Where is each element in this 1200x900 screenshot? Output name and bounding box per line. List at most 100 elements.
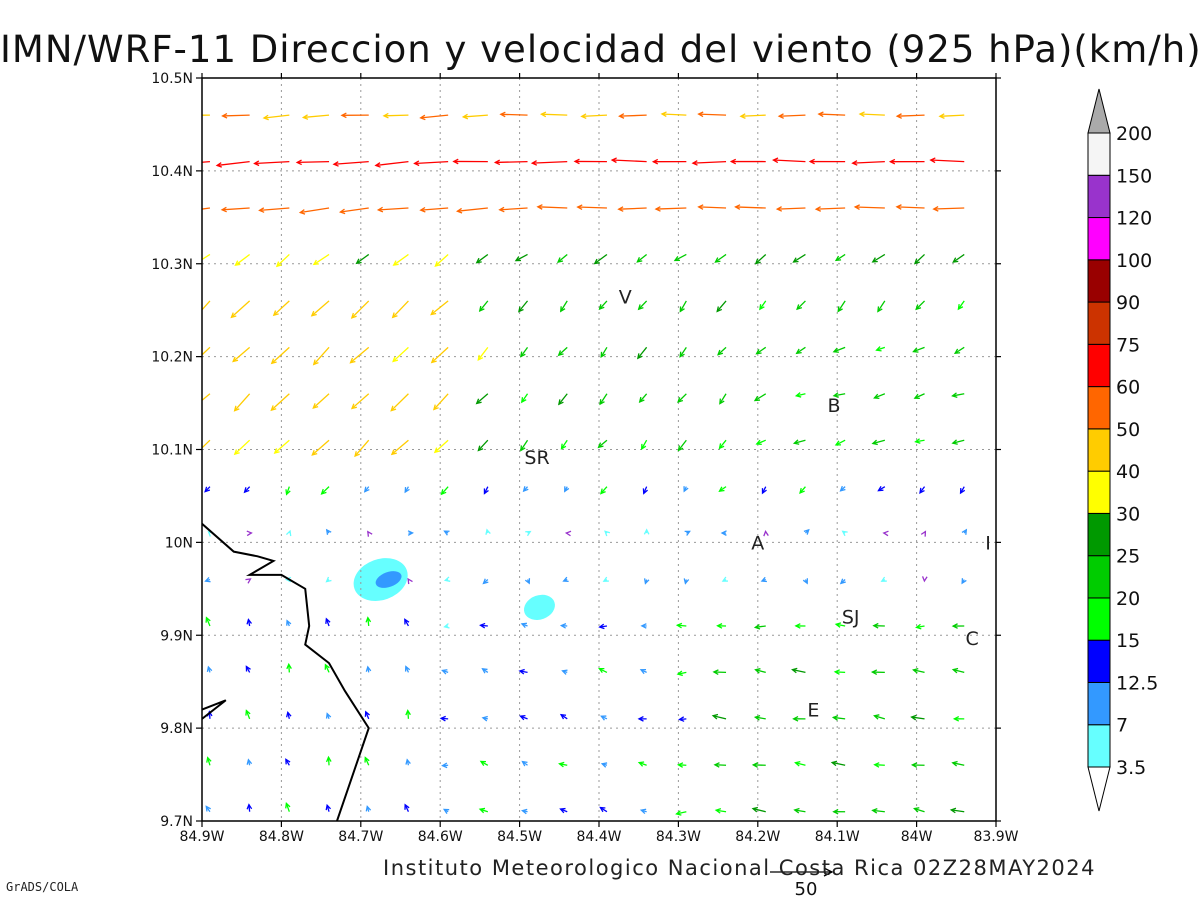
wind-vector-head xyxy=(751,762,759,768)
wind-vector-head xyxy=(714,257,721,263)
wind-vector-head xyxy=(639,668,647,675)
wind-vector xyxy=(392,346,409,362)
x-tick-label: 84.8W xyxy=(259,829,304,845)
wind-vector-head xyxy=(272,310,279,317)
wind-vector xyxy=(911,716,925,720)
wind-vector-head xyxy=(593,258,600,265)
wind-vector-head xyxy=(837,306,843,313)
wind-vector xyxy=(202,160,210,163)
wind-vector-head xyxy=(830,760,838,767)
wind-vector xyxy=(930,159,965,163)
wind-vector-head xyxy=(637,716,644,722)
wind-vector-head xyxy=(245,665,251,672)
wind-vector xyxy=(872,809,885,813)
wind-vector-head xyxy=(520,622,527,629)
wind-vector-head xyxy=(522,486,529,493)
wind-vector-head xyxy=(831,715,839,721)
x-tick-label: 84.7W xyxy=(338,829,383,845)
wind-vector-head xyxy=(325,528,332,535)
wind-vector-head xyxy=(441,762,448,769)
wind-vector-head xyxy=(325,755,332,763)
wind-vector xyxy=(612,159,647,163)
colorbar-label: 90 xyxy=(1116,292,1140,314)
wind-vector-head xyxy=(562,576,569,583)
wind-vector xyxy=(698,113,727,116)
wind-vector-head xyxy=(792,257,799,263)
colorbar-label: 50 xyxy=(1116,419,1140,441)
wind-vector-head xyxy=(233,449,240,456)
wind-vector-head xyxy=(558,761,565,768)
wind-vector xyxy=(600,486,608,494)
wind-vector-head xyxy=(561,669,568,675)
wind-vector xyxy=(759,300,767,310)
wind-vector-head xyxy=(651,158,659,165)
colorbar-label: 3.5 xyxy=(1116,757,1146,779)
wind-vector-head xyxy=(841,530,848,537)
wind-vector xyxy=(433,393,449,410)
wind-vector-head xyxy=(832,392,839,398)
wind-vector-head xyxy=(913,258,920,265)
wind-vector-head xyxy=(419,114,426,121)
wind-vector xyxy=(852,160,885,164)
wind-vector xyxy=(420,114,449,119)
wind-vector-head xyxy=(802,578,808,585)
wind-vector xyxy=(532,160,568,164)
wind-vector-head xyxy=(441,669,448,675)
colorbar-label: 12.5 xyxy=(1116,672,1158,694)
y-tick-label: 10.2N xyxy=(151,350,193,366)
colorbar-label: 60 xyxy=(1116,377,1140,399)
wind-vector-head xyxy=(795,348,802,355)
station-label: A xyxy=(751,532,764,554)
wind-vector-head xyxy=(246,530,253,537)
wind-vector-head xyxy=(684,530,691,536)
wind-vector-head xyxy=(675,622,683,629)
wind-vector-head xyxy=(888,158,896,165)
colorbar-swatch xyxy=(1087,386,1111,430)
wind-vector-head xyxy=(755,439,762,445)
wind-vector xyxy=(499,207,528,211)
colorbar-label: 7 xyxy=(1116,715,1128,737)
wind-vector-head xyxy=(434,261,441,267)
wind-vector xyxy=(313,346,330,365)
wind-vector xyxy=(877,300,886,312)
station-label: B xyxy=(828,395,841,417)
colorbar-label: 75 xyxy=(1116,334,1140,356)
wind-vector xyxy=(755,716,766,720)
wind-vector-head xyxy=(340,112,347,119)
wind-vector-head xyxy=(559,623,567,629)
wind-vector xyxy=(755,669,766,674)
wind-vector xyxy=(636,253,648,263)
wind-vector xyxy=(914,807,925,813)
wind-vector-head xyxy=(772,157,779,164)
wind-vector xyxy=(537,206,568,209)
wind-vector-head xyxy=(310,310,317,317)
wind-vector-head xyxy=(475,257,482,264)
wind-vector xyxy=(354,439,370,457)
wind-vector-head xyxy=(485,528,491,535)
speed-shading xyxy=(353,558,555,620)
wind-vector-head xyxy=(791,667,798,674)
wind-vector-head xyxy=(482,578,489,585)
wind-vector-head xyxy=(477,354,484,361)
wind-vector-head xyxy=(325,803,332,811)
wind-vector-head xyxy=(483,488,489,495)
wind-vector xyxy=(202,346,211,356)
x-tick-label: 84.9W xyxy=(179,829,224,845)
wind-vector xyxy=(600,347,608,358)
wind-vector xyxy=(598,439,608,448)
wind-vector-head xyxy=(520,445,526,452)
wind-vector-head xyxy=(443,530,450,536)
wind-vector xyxy=(773,159,806,163)
colorbar-swatch xyxy=(1087,301,1111,345)
wind-vector xyxy=(796,300,806,310)
wind-vector-head xyxy=(915,304,922,311)
wind-vector-head xyxy=(716,623,723,629)
wind-vector xyxy=(599,300,608,310)
wind-vector xyxy=(835,253,846,261)
wind-vector xyxy=(712,715,727,720)
wind-vector xyxy=(434,253,449,267)
wind-vector xyxy=(915,439,925,443)
wind-vector xyxy=(577,206,607,209)
wind-vector-head xyxy=(479,622,486,629)
wind-vector xyxy=(914,393,925,399)
